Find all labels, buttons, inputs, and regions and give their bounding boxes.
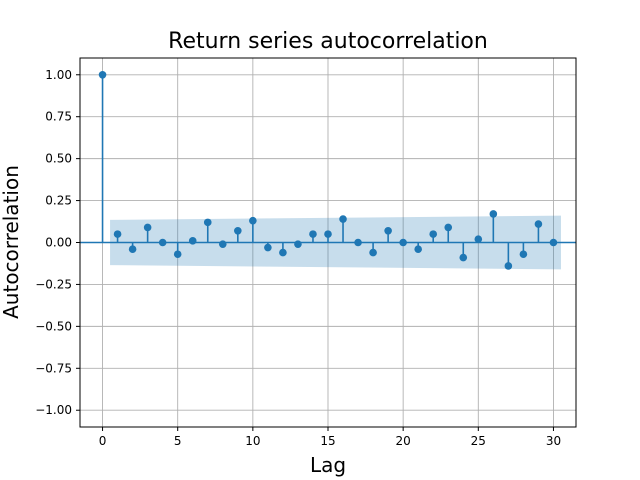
acf-point [113,230,122,238]
y-tick-label: 1.00 [45,68,72,82]
markers-layer [98,70,558,270]
y-ticks: 1.00 0.75 0.50 0.25 0.00 −0.25 −0.50 −0.75 −1.00 [35,68,80,417]
acf-point [234,226,242,235]
acf-point [128,245,137,254]
acf-point [158,238,167,247]
acf-point [203,218,212,227]
acf-point [369,248,377,257]
acf-point [173,250,182,259]
acf-point [354,238,362,247]
acf-point [549,238,558,247]
x-axis-label: Lag [310,453,346,477]
x-tick-label: 30 [546,434,561,448]
acf-point [459,253,468,262]
chart-title: Return series autocorrelation [168,29,488,54]
acf-point [143,223,152,232]
y-tick-label: −0.50 [35,319,72,333]
acf-point [279,248,287,257]
acf-point [474,235,483,243]
y-tick-label: 0.00 [45,236,72,250]
acf-point [188,237,197,245]
acf-point [504,262,513,270]
x-ticks: 0 5 10 15 20 25 30 [99,427,561,448]
y-tick-label: −0.25 [35,277,72,291]
y-tick-label: 0.75 [45,110,72,124]
x-tick-label: 10 [245,434,260,448]
y-tick-label: 0.25 [45,194,72,208]
acf-point [384,226,392,235]
acf-point [534,220,543,228]
x-tick-label: 15 [320,434,335,448]
x-tick-label: 25 [471,434,486,448]
acf-point [264,243,272,252]
acf-point [218,240,227,248]
acf-point [429,230,438,238]
y-tick-label: −1.00 [35,403,72,417]
acf-point [98,70,107,79]
y-axis-label: Autocorrelation [0,165,23,319]
acf-point [444,223,453,232]
acf-point [249,216,257,225]
x-tick-label: 0 [99,434,107,448]
acf-point [399,238,407,247]
acf-point [519,250,528,259]
x-tick-label: 5 [174,434,182,448]
acf-point [339,215,347,223]
y-tick-label: 0.50 [45,152,72,166]
x-tick-label: 20 [396,434,411,448]
acf-point [309,230,317,238]
acf-point [294,240,302,248]
y-tick-label: −0.75 [35,361,72,375]
acf-point [414,245,422,254]
acf-point [324,230,332,238]
acf-point [489,210,498,218]
